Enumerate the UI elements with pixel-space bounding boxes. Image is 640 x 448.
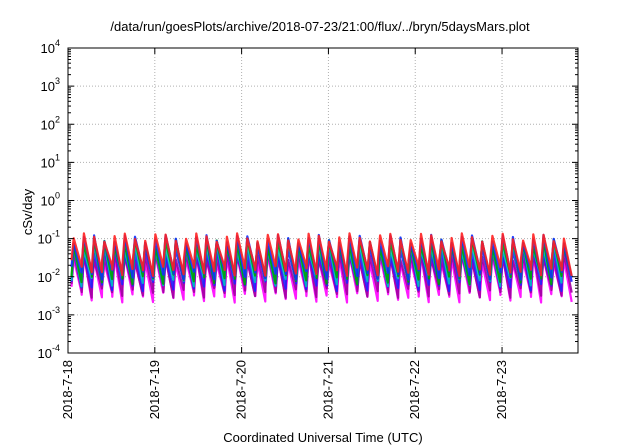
series-layer: [70, 232, 573, 304]
y-tick-label: 102: [41, 114, 60, 132]
y-tick-label: 103: [41, 76, 60, 94]
y-tick-label: 10-3: [38, 305, 60, 323]
axis-ticks: 104 103 102 101 100 10-1 10-2 10-3 10-42018-7-18…: [38, 38, 578, 419]
series-line: [70, 232, 573, 277]
grid-lines: [67, 47, 578, 354]
x-tick-label: 2018-7-22: [407, 360, 422, 419]
x-axis-label: Coordinated Universal Time (UTC): [223, 430, 423, 445]
y-tick-label: 104: [41, 38, 60, 56]
y-tick-label: 10-2: [38, 267, 60, 285]
y-tick-label: 100: [41, 191, 60, 209]
x-tick-label: 2018-7-20: [234, 360, 249, 419]
y-tick-label: 101: [41, 152, 60, 170]
x-tick-label: 2018-7-19: [147, 360, 162, 419]
x-tick-label: 2018-7-21: [320, 360, 335, 419]
y-tick-label: 10-4: [38, 343, 60, 361]
chart-title: /data/run/goesPlots/archive/2018-07-23/2…: [110, 19, 530, 34]
x-tick-label: 2018-7-18: [60, 360, 75, 419]
y-tick-label: 10-1: [38, 229, 60, 247]
x-tick-label: 2018-7-23: [494, 360, 509, 419]
